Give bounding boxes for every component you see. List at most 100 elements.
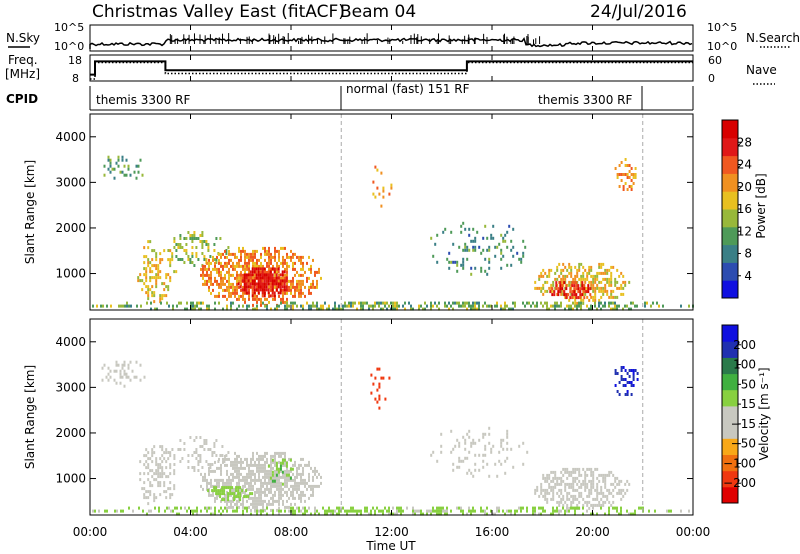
data-cell [284, 472, 286, 476]
data-cell [254, 460, 256, 464]
data-cell [620, 369, 623, 372]
data-cell [286, 291, 288, 295]
nave-tick-top: 60 [708, 54, 722, 67]
data-cell [284, 451, 286, 455]
data-cell [628, 369, 631, 372]
data-cell [602, 503, 605, 507]
data-cell [181, 246, 184, 249]
data-cell [628, 170, 631, 173]
x-tick-label: 16:00 [475, 525, 510, 539]
data-cell [540, 286, 543, 290]
data-cell [286, 499, 288, 503]
data-cell [264, 451, 266, 455]
data-cell [306, 279, 308, 283]
data-cell [121, 158, 124, 162]
data-cell [114, 509, 116, 513]
data-cell [308, 506, 310, 510]
data-cell [278, 481, 280, 485]
data-cell [298, 282, 300, 286]
data-cell [238, 481, 240, 485]
data-cell [271, 479, 274, 483]
data-cell [157, 273, 160, 277]
data-cell [244, 264, 246, 268]
data-cell [540, 274, 543, 278]
data-cell [199, 454, 202, 457]
data-cell [266, 460, 268, 464]
data-cell [247, 495, 250, 499]
data-cell [628, 307, 630, 311]
data-cell [256, 487, 258, 491]
data-cell [548, 274, 551, 278]
data-cell [538, 286, 541, 290]
data-cell [238, 264, 240, 268]
data-cell [167, 258, 170, 262]
data-cell [368, 512, 370, 516]
data-cell [215, 258, 218, 261]
data-cell [274, 454, 276, 458]
data-cell [608, 295, 611, 299]
data-cell [594, 488, 597, 492]
data-cell [458, 506, 460, 510]
data-cell [288, 304, 290, 308]
data-cell [571, 281, 574, 285]
data-cell [360, 301, 362, 305]
data-cell [390, 183, 393, 187]
data-cell [115, 369, 118, 373]
data-cell [184, 307, 186, 311]
data-cell [577, 284, 580, 288]
data-cell [560, 488, 563, 492]
data-cell [560, 482, 563, 486]
data-cell [257, 282, 260, 286]
data-cell [302, 469, 304, 473]
data-cell [522, 441, 525, 445]
data-cell [574, 470, 577, 474]
data-cell [242, 246, 244, 250]
data-cell [608, 488, 611, 492]
data-cell [456, 506, 458, 510]
data-cell [265, 282, 268, 286]
data-cell [598, 479, 601, 483]
data-cell [550, 512, 552, 516]
data-cell [254, 264, 256, 268]
data-cell [240, 270, 242, 274]
data-cell [398, 506, 400, 510]
data-cell [470, 471, 473, 475]
data-cell [374, 301, 376, 305]
data-cell [592, 479, 595, 483]
data-cell [143, 273, 146, 277]
data-cell [486, 304, 488, 308]
data-cell [304, 478, 306, 482]
data-cell [630, 384, 633, 387]
data-cell [510, 509, 512, 513]
data-cell [382, 376, 385, 380]
data-cell [223, 492, 226, 496]
colorbar-swatch [722, 325, 738, 342]
data-cell [275, 473, 278, 477]
colorbar-tick-label: 12 [737, 224, 752, 238]
data-cell [141, 288, 144, 292]
data-cell [608, 280, 611, 284]
data-cell [432, 450, 435, 454]
data-cell [125, 375, 128, 379]
data-cell [155, 472, 158, 476]
data-cell [542, 286, 545, 290]
data-cell [561, 284, 564, 288]
data-cell [256, 258, 258, 262]
data-cell [312, 258, 314, 262]
data-cell [462, 257, 465, 261]
data-cell [592, 274, 595, 278]
data-cell [210, 506, 212, 510]
data-cell [237, 495, 240, 499]
data-cell [163, 451, 166, 455]
data-cell [310, 282, 312, 286]
data-cell [163, 472, 166, 476]
data-cell [576, 274, 579, 278]
data-cell [574, 277, 577, 281]
data-cell [580, 473, 583, 477]
data-cell [562, 479, 565, 483]
data-cell [540, 289, 543, 293]
data-cell [630, 188, 633, 191]
data-cell [121, 366, 124, 370]
data-cell [544, 497, 547, 501]
data-cell [173, 270, 176, 274]
